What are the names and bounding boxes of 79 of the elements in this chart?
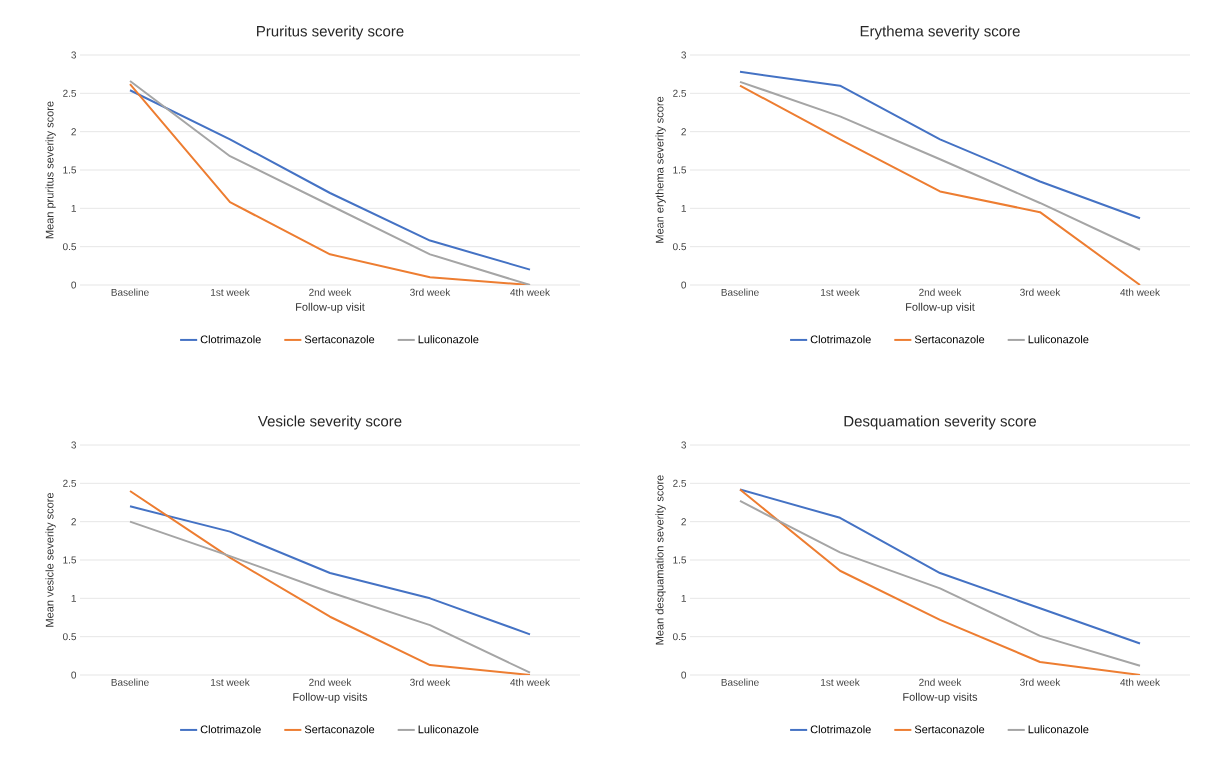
legend-label: Sertaconazole xyxy=(304,335,375,344)
y-tick-label: 1.5 xyxy=(673,556,687,564)
legend-label: Sertaconazole xyxy=(914,335,985,344)
legend-label: Clotrimazole xyxy=(810,725,871,734)
y-tick-label: 1 xyxy=(71,204,76,212)
x-tick-label: 3rd week xyxy=(410,288,451,296)
y-tick-label: 2 xyxy=(71,128,76,136)
x-tick-label: 2nd week xyxy=(919,288,962,296)
line-series xyxy=(129,520,532,674)
y-tick-label: 2.5 xyxy=(673,479,687,487)
legend-label: Luliconazole xyxy=(418,335,479,344)
x-tick-label: 4th week xyxy=(510,678,551,686)
legend-label: Clotrimazole xyxy=(200,335,261,344)
y-axis-title: Mean pruritus severity score xyxy=(45,101,56,239)
x-tick-label: 3rd week xyxy=(410,678,451,686)
line-series xyxy=(739,70,1142,220)
legend-label: Clotrimazole xyxy=(810,335,871,344)
y-tick-label: 3 xyxy=(71,441,77,449)
x-tick-label: 1st week xyxy=(821,678,860,686)
y-tick-label: 2 xyxy=(681,128,686,136)
line-series xyxy=(129,490,532,675)
y-tick-label: 0 xyxy=(71,671,77,679)
x-tick-label: Baseline xyxy=(111,288,149,296)
x-tick-label: 2nd week xyxy=(309,288,352,296)
chart-title: Erythema severity score xyxy=(860,25,1020,40)
x-axis-title: Follow-up visit xyxy=(296,302,365,313)
y-axis-title: Mean desquamation severity score xyxy=(655,475,666,645)
y-axis-title: Mean erythema severity score xyxy=(655,96,666,243)
line-series xyxy=(129,505,532,636)
line-series xyxy=(739,80,1142,251)
y-axis-title: Mean vesicle severity score xyxy=(45,492,56,627)
x-tick-label: 4th week xyxy=(1120,678,1161,686)
x-tick-label: 2nd week xyxy=(919,678,962,686)
x-tick-label: 3rd week xyxy=(1020,678,1061,686)
x-tick-label: 1st week xyxy=(211,678,250,686)
y-tick-label: 3 xyxy=(681,51,687,59)
x-tick-label: 1st week xyxy=(821,288,860,296)
y-tick-label: 3 xyxy=(71,51,77,59)
x-axis-title: Follow-up visit xyxy=(906,302,975,313)
y-tick-label: 2 xyxy=(71,518,76,526)
chart-title: Vesicle severity score xyxy=(257,415,402,430)
y-tick-label: 0 xyxy=(681,671,687,679)
x-tick-label: 3rd week xyxy=(1020,288,1061,296)
line-series xyxy=(739,488,1142,645)
y-tick-label: 0 xyxy=(71,281,77,289)
y-tick-label: 1 xyxy=(71,594,76,602)
y-tick-label: 2 xyxy=(681,518,686,526)
y-tick-label: 1 xyxy=(681,204,686,212)
legend-label: Sertaconazole xyxy=(304,725,375,734)
y-tick-label: 1.5 xyxy=(673,166,687,174)
x-tick-label: Baseline xyxy=(721,288,759,296)
chart-title: Pruritus severity score xyxy=(257,25,404,40)
y-tick-label: 2.5 xyxy=(63,479,77,487)
x-tick-label: 4th week xyxy=(510,288,551,296)
x-tick-label: Baseline xyxy=(721,678,759,686)
y-tick-label: 0.5 xyxy=(62,243,77,251)
x-axis-title: Follow-up visits xyxy=(903,692,978,703)
x-tick-label: 2nd week xyxy=(309,678,352,686)
y-tick-label: 2.5 xyxy=(63,89,77,97)
y-tick-label: 3 xyxy=(681,441,687,449)
chart-title: Desquamation severity score xyxy=(844,415,1037,430)
x-tick-label: Baseline xyxy=(111,678,149,686)
legend-label: Luliconazole xyxy=(1028,725,1089,734)
y-tick-label: 1.5 xyxy=(63,166,77,174)
legend-label: Clotrimazole xyxy=(200,725,261,734)
y-tick-label: 0.5 xyxy=(62,633,77,641)
legend-label: Sertaconazole xyxy=(914,725,985,734)
line-series xyxy=(739,84,1142,285)
x-tick-label: 4th week xyxy=(1120,288,1161,296)
y-tick-label: 1 xyxy=(681,594,686,602)
legend-label: Luliconazole xyxy=(1028,335,1089,344)
x-tick-label: 1st week xyxy=(211,288,250,296)
y-tick-label: 0.5 xyxy=(672,633,687,641)
y-tick-label: 2.5 xyxy=(673,89,687,97)
legend-label: Luliconazole xyxy=(418,725,479,734)
y-tick-label: 0.5 xyxy=(672,243,687,251)
x-axis-title: Follow-up visits xyxy=(293,692,368,703)
y-tick-label: 0 xyxy=(681,281,687,289)
y-tick-label: 1.5 xyxy=(63,556,77,564)
